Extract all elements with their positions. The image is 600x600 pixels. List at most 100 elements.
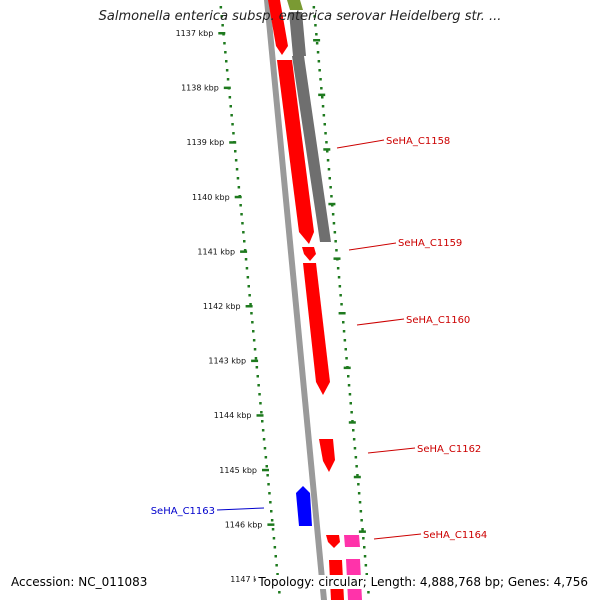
tick-dot-right: [318, 69, 321, 72]
gene-grey-band: [292, 56, 331, 242]
tick-dot-right: [334, 240, 337, 243]
scale-tick-mark: [223, 86, 231, 90]
tick-dot-left: [246, 276, 250, 279]
scale-tick-label: 1141 kbp: [197, 247, 235, 256]
tick-dot-right: [320, 87, 323, 90]
scale-tick-mark-right: [333, 257, 341, 260]
tick-dot-left: [242, 231, 245, 234]
tick-dot-left: [223, 42, 226, 45]
tick-dot-left: [237, 186, 241, 189]
tick-dot-left: [259, 402, 262, 405]
tick-dot-right: [359, 510, 363, 513]
tick-dot-left: [268, 492, 271, 495]
gene-red-top: [268, 0, 288, 55]
tick-dot-right: [362, 537, 365, 540]
scale-tick-mark: [218, 32, 226, 35]
scale-tick-mark: [267, 523, 275, 526]
gene-label-leader: [367, 447, 416, 454]
tick-dot-left: [257, 384, 260, 387]
tick-dot-left: [276, 573, 279, 576]
tick-dot-left: [231, 123, 234, 126]
tick-dot-left: [275, 564, 278, 567]
gene-label-leader: [356, 318, 405, 326]
topology-summary: Topology: circular; Length: 4,888,768 bp…: [256, 575, 590, 589]
gene-SeHA_C1159: [302, 247, 316, 261]
gene-label-leader: [336, 139, 385, 149]
gene-label-leader: [216, 507, 265, 511]
scale-tick-label: 1143 kbp: [208, 357, 246, 366]
tick-dot-left: [252, 339, 256, 342]
scale-tick-label: 1137 kbp: [176, 29, 214, 38]
tick-dot-left: [266, 474, 269, 477]
tick-dot-right: [319, 78, 322, 81]
tick-dot-left: [265, 465, 268, 468]
gene-label[interactable]: SeHA_C1164: [423, 530, 487, 541]
tick-dot-left: [256, 375, 259, 378]
tick-dot-right: [331, 213, 335, 216]
tick-dot-right: [340, 303, 343, 306]
gene-pink-1: [344, 535, 360, 547]
gene-grey-top-2: [289, 12, 306, 56]
gene-label[interactable]: SeHA_C1159: [398, 238, 462, 249]
tick-dot-left: [258, 393, 261, 396]
gene-labels: SeHA_C1158 SeHA_C1159 SeHA_C1160 SeHA_C1162…: [151, 136, 488, 541]
tick-dot-left: [232, 132, 235, 135]
tick-dot-right: [332, 222, 336, 225]
tick-dot-right: [324, 132, 327, 135]
tick-dot-right: [350, 411, 353, 414]
tick-dot-left: [219, 6, 223, 9]
tick-dot-right: [345, 357, 348, 360]
gene-SeHA_C1158: [277, 60, 314, 244]
scale-tick-mark: [251, 359, 259, 363]
scale-tick-mark: [256, 414, 264, 417]
tick-dot-left: [234, 159, 238, 162]
gene-label[interactable]: SeHA_C1160: [406, 315, 470, 326]
tick-dot-left: [225, 69, 229, 72]
tick-dot-left: [263, 447, 267, 450]
tick-dot-left: [220, 15, 223, 18]
tick-dot-left: [260, 411, 263, 414]
tick-dot-right: [314, 24, 317, 27]
gene-label[interactable]: SeHA_C1163: [151, 506, 215, 517]
tick-dot-left: [273, 546, 277, 549]
tick-dot-right: [363, 546, 366, 549]
tick-dot-right: [365, 573, 368, 576]
scale-tick-label: 1146 kbp: [225, 520, 263, 529]
scale-tick-label: 1147 kbp: [230, 575, 268, 584]
tick-dot-right: [339, 294, 342, 297]
tick-dot-left: [230, 114, 233, 117]
scale-tick-mark-right: [328, 202, 336, 206]
gene-SeHA_C1160: [303, 263, 330, 395]
tick-dot-left: [234, 150, 237, 153]
tick-dot-right: [313, 15, 316, 18]
tick-dot-left: [243, 249, 247, 252]
tick-dot-left: [249, 303, 252, 306]
tick-dot-right: [347, 375, 350, 378]
scale-tick-mark-right: [343, 366, 351, 370]
scale-tick-mark-right: [323, 148, 331, 151]
gene-label-leader: [373, 533, 422, 540]
gene-label[interactable]: SeHA_C1162: [417, 444, 481, 455]
tick-dot-right: [329, 186, 332, 189]
tick-dot-right: [361, 528, 364, 531]
scale-tick-mark-right: [318, 93, 326, 97]
scale-tick-label: 1138 kbp: [181, 84, 219, 93]
tick-dot-left: [262, 438, 266, 441]
scale-tick-mark-right: [313, 39, 321, 42]
scale-tick-mark: [229, 141, 237, 144]
gene-label[interactable]: SeHA_C1158: [386, 136, 450, 147]
gene-label-leader: [348, 242, 397, 251]
tick-dot-left: [224, 51, 227, 54]
tick-dot-left: [270, 519, 274, 522]
tick-dot-left: [225, 60, 228, 63]
scale-tick-label: 1140 kbp: [192, 193, 230, 202]
tick-dot-left: [226, 78, 230, 81]
tick-dot-right: [315, 42, 319, 45]
tick-dot-right: [357, 483, 360, 486]
tick-dot-right: [328, 177, 331, 180]
tick-dot-right: [367, 591, 370, 594]
tick-dot-left: [269, 501, 272, 504]
tick-dot-left: [274, 555, 277, 558]
tick-dot-right: [342, 330, 346, 333]
scale-tick-mark-right: [338, 312, 346, 315]
